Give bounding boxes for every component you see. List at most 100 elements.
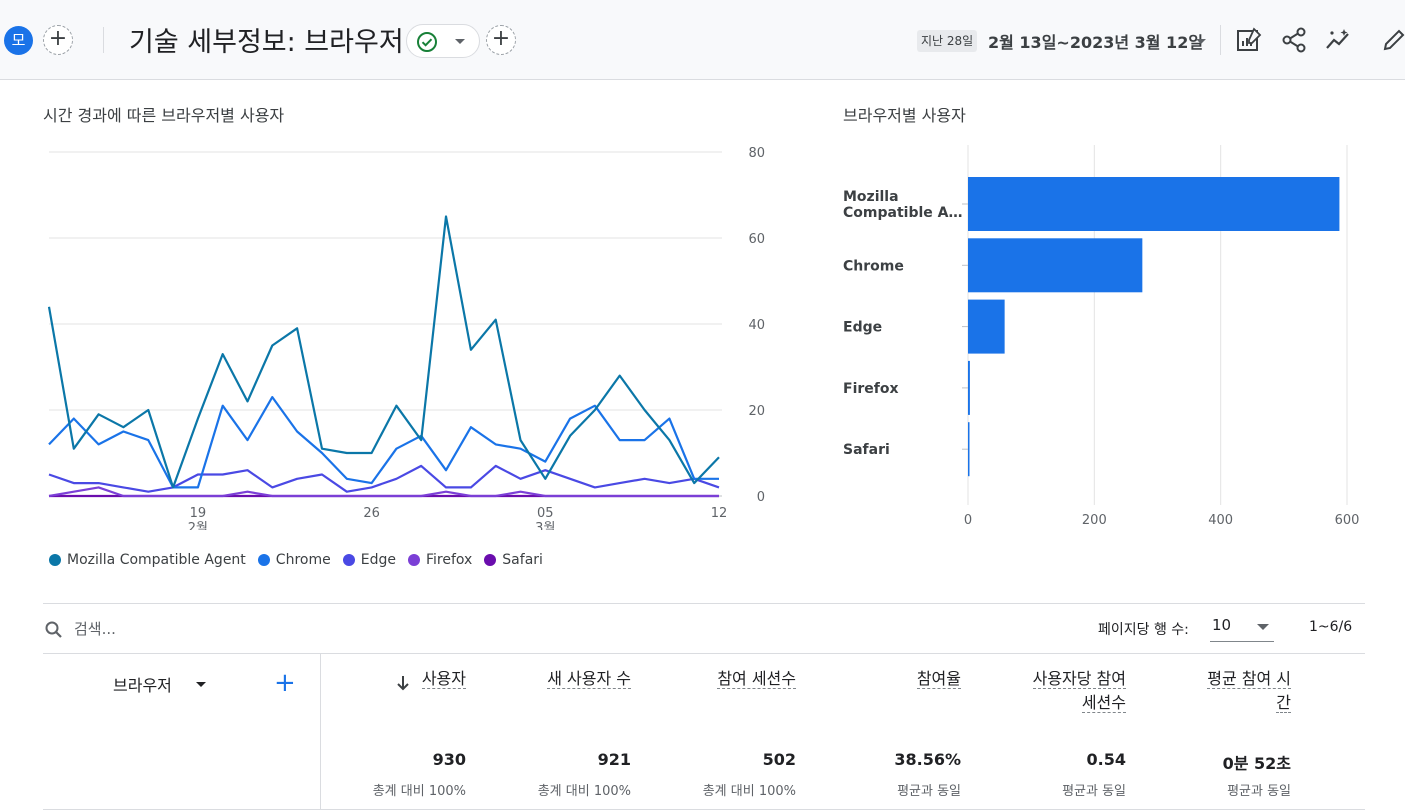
column-header-0[interactable]: 사용자 [316, 667, 466, 691]
legend-swatch [342, 554, 355, 566]
table-row-border [43, 809, 1365, 810]
bar-1[interactable] [968, 238, 1143, 293]
legend-label: Edge [360, 552, 396, 568]
add-comparison-button[interactable]: + [43, 25, 73, 55]
x-tick-day: 12 [711, 506, 728, 521]
section-divider [43, 603, 1365, 604]
column-total: 502 [762, 750, 796, 769]
legend-item[interactable]: Mozilla Compatible Agent [49, 552, 246, 568]
rows-per-page-label: 페이지당 행 수: [1098, 622, 1189, 638]
date-range-picker[interactable]: 2월 13일~2023년 3월 12일 [988, 33, 1204, 52]
header-divider [1220, 25, 1221, 55]
bar-4[interactable] [968, 422, 970, 477]
column-total: 0분 52초 [1222, 754, 1291, 773]
report-status-dropdown[interactable] [406, 24, 480, 58]
legend-label: Safari [502, 552, 543, 568]
legend-item[interactable]: Safari [484, 552, 543, 568]
series-line-firefox[interactable] [48, 486, 719, 498]
legend-item[interactable]: Firefox [407, 552, 473, 568]
legend-item[interactable]: Chrome [257, 552, 331, 568]
column-divider [320, 654, 321, 810]
rows-per-page-select[interactable]: 10 [1210, 612, 1274, 642]
chevron-down-icon [1257, 624, 1269, 630]
x-tick-label: 0 [964, 513, 972, 528]
edit-icon[interactable] [1380, 26, 1405, 54]
line-chart-legend: Mozilla Compatible Agent Chrome Edge Firefo… [49, 552, 543, 568]
bar-2[interactable] [968, 299, 1005, 354]
legend-swatch [49, 554, 61, 566]
bar-3[interactable] [968, 360, 970, 415]
legend-swatch [257, 554, 270, 566]
category-label: Edge [843, 320, 882, 336]
report-header: 모 + 기술 세부정보: 브라우저 + 지난 28일 2월 13일~2023년 … [0, 0, 1405, 80]
column-header-label: 평균 참여 시 [1207, 669, 1291, 689]
category-label: Safari [843, 442, 890, 458]
bar-chart-title: 브라우저별 사용자 [843, 106, 966, 125]
column-header-label: 새 사용자 수 [547, 669, 631, 689]
category-label: Mozilla Compatible A… [843, 189, 962, 221]
category-label: Firefox [843, 381, 899, 397]
column-header-label: 참여 세션수 [717, 669, 796, 689]
column-total-comparison: 총계 대비 100% [537, 784, 631, 799]
column-total-comparison: 평균과 동일 [897, 784, 961, 799]
column-header-label: 사용자 [421, 669, 466, 689]
dimension-header[interactable]: 브라우저 [113, 676, 172, 695]
avatar[interactable]: 모 [4, 26, 33, 55]
add-filter-button[interactable]: + [486, 25, 516, 55]
x-tick-day: 05 [537, 506, 554, 521]
search-icon [45, 621, 62, 638]
customize-report-icon[interactable] [1235, 26, 1263, 54]
column-total-comparison: 평균과 동일 [1227, 784, 1291, 799]
share-icon[interactable] [1280, 26, 1308, 54]
column-total: 930 [432, 750, 466, 769]
column-total: 921 [597, 750, 631, 769]
chevron-down-icon [455, 39, 465, 44]
plus-icon: + [274, 668, 296, 698]
legend-label: Firefox [425, 552, 473, 568]
chevron-down-icon[interactable] [196, 682, 206, 687]
x-tick-month: 2월 [188, 521, 208, 530]
table-top-border [43, 653, 1365, 654]
legend-swatch [484, 554, 497, 566]
chevron-down-icon[interactable] [1196, 39, 1206, 44]
table-search-input[interactable] [74, 616, 474, 642]
column-header-1[interactable]: 새 사용자 수 [481, 667, 631, 691]
legend-swatch [407, 554, 420, 566]
category-label: Chrome [843, 258, 904, 274]
y-tick-label: 40 [748, 318, 765, 333]
column-total-comparison: 총계 대비 100% [372, 784, 466, 799]
header-divider [103, 27, 104, 53]
x-tick-month: 3월 [535, 521, 555, 530]
x-tick-day: 19 [190, 506, 207, 521]
column-total: 0.54 [1086, 750, 1126, 769]
column-header-3[interactable]: 참여율 [811, 667, 961, 691]
column-header-label: 세션수 [1081, 693, 1126, 713]
insights-icon[interactable] [1324, 26, 1352, 54]
series-line-chrome[interactable] [48, 396, 719, 489]
y-tick-label: 20 [748, 404, 765, 419]
column-header-label: 간 [1276, 693, 1291, 713]
column-header-label: 사용자당 참여 [1032, 669, 1126, 689]
users-by-browser-bar-chart: 0 200 400 600 Mozilla Compatible A… Chrome Edge… [843, 145, 1360, 528]
arrow-down-icon[interactable] [395, 674, 411, 692]
page-title: 기술 세부정보: 브라우저 [129, 27, 404, 58]
series-line-edge[interactable] [48, 464, 720, 493]
x-tick-label: 600 [1335, 513, 1360, 528]
series-line-mozilla[interactable] [47, 215, 720, 489]
legend-label: Mozilla Compatible Agent [67, 552, 246, 568]
x-tick-label: 200 [1082, 513, 1107, 528]
plus-icon: + [48, 26, 68, 51]
y-tick-label: 0 [757, 490, 765, 505]
date-range-prefix: 지난 28일 [917, 30, 978, 52]
column-total-comparison: 평균과 동일 [1062, 784, 1126, 799]
add-dimension-button[interactable]: + [274, 669, 296, 697]
pagination-range: 1~6/6 [1309, 619, 1353, 635]
bar-0[interactable] [968, 177, 1340, 231]
legend-item[interactable]: Edge [342, 552, 396, 568]
column-header-2[interactable]: 참여 세션수 [646, 667, 796, 691]
y-tick-label: 80 [748, 146, 765, 161]
column-header-label: 참여율 [916, 669, 961, 689]
